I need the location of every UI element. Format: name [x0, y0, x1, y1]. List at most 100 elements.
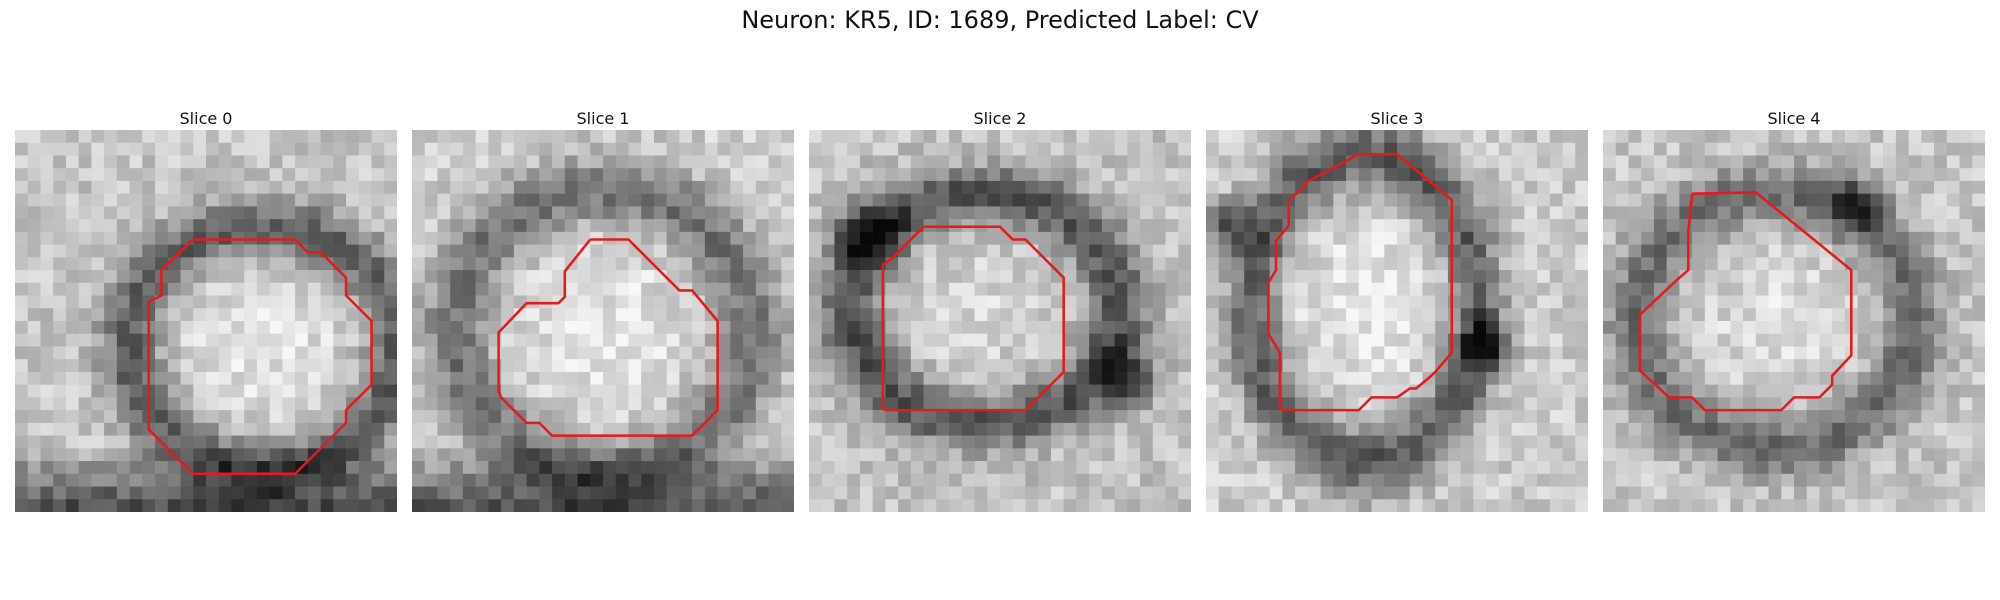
pixel — [15, 410, 28, 424]
pixel — [320, 206, 334, 220]
pixel — [615, 473, 629, 487]
pixel — [1895, 231, 1909, 245]
pixel — [1063, 295, 1077, 309]
pixel — [1371, 193, 1385, 207]
pixel — [1397, 130, 1410, 143]
pixel — [256, 219, 270, 233]
pixel — [295, 321, 309, 334]
pixel — [1498, 384, 1512, 398]
pixel — [1603, 219, 1616, 233]
slice-panel-1: Slice 1 — [412, 108, 794, 512]
pixel — [1934, 130, 1948, 143]
pixel — [1972, 282, 1985, 296]
pixel — [513, 206, 527, 220]
pixel — [346, 321, 360, 334]
pixel — [1959, 397, 1973, 411]
pixel — [27, 422, 41, 436]
pixel — [704, 371, 718, 385]
pixel — [1692, 359, 1706, 373]
pixel — [1152, 270, 1166, 284]
pixel — [1883, 461, 1897, 475]
pixel — [1615, 244, 1629, 258]
pixel — [859, 435, 873, 449]
pixel — [462, 168, 476, 182]
pixel — [923, 435, 937, 449]
pixel — [1562, 435, 1576, 449]
pixel — [987, 384, 1001, 398]
pixel — [1307, 435, 1321, 449]
pixel — [692, 461, 706, 475]
pixel — [1320, 486, 1334, 500]
pixel — [155, 461, 169, 475]
pixel — [1653, 308, 1667, 322]
pixel — [1140, 435, 1154, 449]
pixel — [1755, 244, 1769, 258]
pixel — [1435, 295, 1449, 309]
pixel — [1524, 486, 1538, 500]
pixel — [679, 461, 693, 475]
pixel — [1794, 384, 1807, 398]
pixel — [1549, 270, 1563, 284]
pixel — [91, 295, 105, 309]
pixel — [577, 142, 591, 156]
pixel — [91, 308, 105, 322]
pixel — [384, 461, 397, 475]
pixel — [961, 295, 975, 309]
pixel — [142, 448, 156, 462]
pixel — [692, 130, 706, 143]
pixel — [1692, 346, 1706, 360]
pixel — [615, 359, 629, 373]
pixel — [704, 359, 718, 373]
pixel — [859, 448, 873, 462]
pixel — [987, 308, 1001, 322]
pixel — [1089, 473, 1103, 487]
pixel — [358, 461, 372, 475]
pixel — [1127, 333, 1141, 347]
pixel — [1921, 321, 1935, 334]
pixel — [1447, 206, 1461, 220]
pixel — [91, 193, 105, 207]
pixel — [193, 473, 207, 487]
pixel — [1038, 333, 1052, 347]
pixel — [1537, 435, 1551, 449]
pixel — [781, 231, 794, 245]
pixel — [1603, 435, 1616, 449]
pixel — [193, 333, 207, 347]
pixel — [1295, 270, 1309, 284]
pixel — [1244, 333, 1258, 347]
pixel — [1050, 435, 1064, 449]
pixel — [1346, 333, 1360, 347]
pixel — [53, 384, 67, 398]
pixel — [358, 397, 372, 411]
pixel — [371, 410, 385, 424]
pixel — [1486, 461, 1500, 475]
pixel — [1743, 371, 1757, 385]
pixel — [1486, 371, 1500, 385]
pixel — [577, 219, 591, 233]
pixel — [384, 206, 397, 220]
pixel — [218, 295, 232, 309]
pixel — [1717, 410, 1731, 424]
pixel — [1743, 422, 1757, 436]
pixel — [1460, 206, 1474, 220]
pixel — [1397, 257, 1410, 271]
pixel — [1498, 257, 1512, 271]
pixel — [1819, 359, 1833, 373]
pixel — [256, 155, 270, 169]
pixel — [1819, 321, 1833, 334]
pixel — [65, 155, 79, 169]
pixel — [1934, 244, 1948, 258]
pixel — [244, 461, 258, 475]
pixel — [1666, 257, 1680, 271]
pixel — [1231, 180, 1245, 194]
pixel — [295, 435, 309, 449]
pixel — [949, 130, 963, 143]
pixel — [206, 155, 219, 169]
pixel — [1603, 359, 1616, 373]
pixel — [513, 371, 527, 385]
pixel — [129, 346, 143, 360]
pixel — [307, 435, 321, 449]
pixel — [1575, 193, 1588, 207]
pixel — [1575, 308, 1588, 322]
pixel — [1511, 130, 1525, 143]
